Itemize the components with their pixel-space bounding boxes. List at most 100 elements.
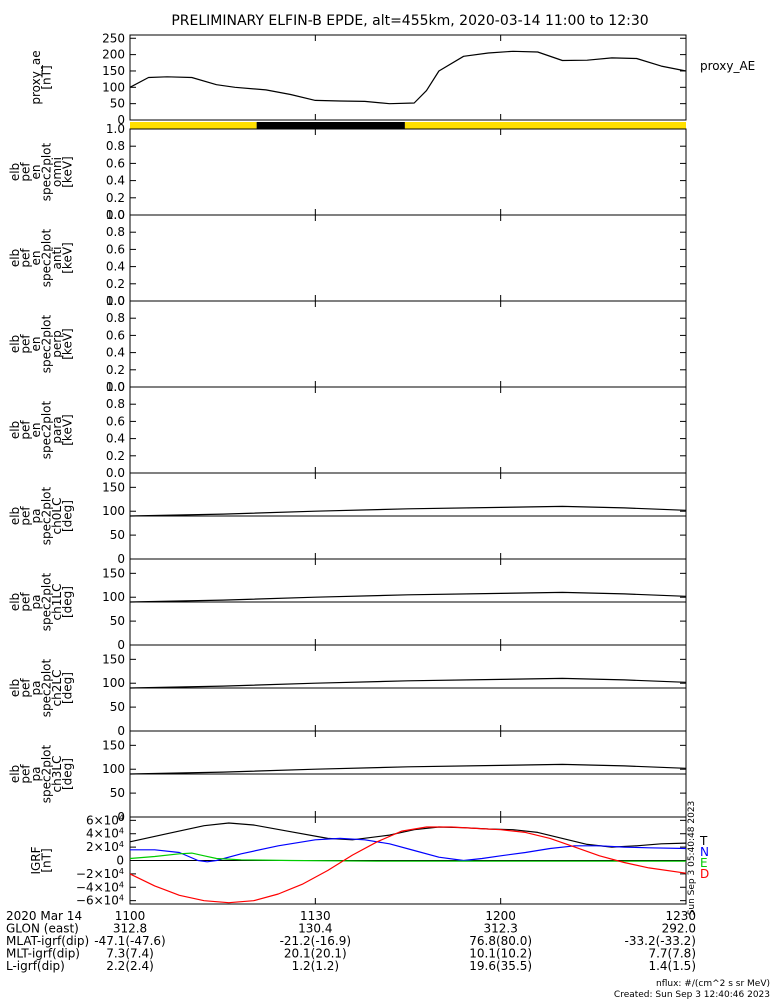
footer-value: 1.2(1.2) bbox=[292, 959, 340, 973]
footer-value: 7.7(7.8) bbox=[648, 947, 696, 961]
y-tick-label: −6×104 bbox=[76, 893, 124, 908]
y-tick-label: 0 bbox=[117, 810, 125, 824]
y-axis-label: pef bbox=[18, 678, 32, 698]
y-axis-label: elb bbox=[8, 679, 22, 697]
panel-data_bar bbox=[130, 122, 686, 129]
y-axis-label: spec2plot bbox=[39, 744, 53, 803]
y-tick-label: 50 bbox=[110, 528, 125, 542]
y-tick-label: 50 bbox=[110, 614, 125, 628]
y-tick-label: −2×104 bbox=[76, 866, 124, 881]
y-axis-label: para bbox=[50, 416, 64, 443]
series-line bbox=[129, 50, 687, 105]
footer-value: 1100 bbox=[115, 909, 146, 923]
y-tick-label: 150 bbox=[102, 652, 125, 666]
data-bar-segment bbox=[130, 122, 257, 129]
y-axis-label: elb bbox=[8, 765, 22, 783]
y-axis-label: elb bbox=[8, 249, 22, 267]
y-axis-label: [keV] bbox=[60, 328, 74, 359]
y-axis-label: proxy_ae bbox=[29, 50, 43, 104]
y-axis-label: ch0LC bbox=[50, 498, 64, 535]
footer-value: -47.1(-47.6) bbox=[94, 934, 165, 948]
y-axis-label: spec2plot bbox=[39, 572, 53, 631]
y-axis-label: en bbox=[29, 251, 43, 266]
y-tick-label: 0.0 bbox=[106, 294, 125, 308]
footer-value: -21.2(-16.9) bbox=[280, 934, 351, 948]
y-axis-label: pef bbox=[18, 420, 32, 440]
y-tick-label: 0.6 bbox=[106, 242, 125, 256]
y-axis-label: pa bbox=[29, 595, 43, 610]
y-axis-label: perp bbox=[50, 330, 64, 358]
y-tick-label: 1.0 bbox=[106, 122, 125, 136]
y-axis-label: pa bbox=[29, 681, 43, 696]
y-tick-label: 0.6 bbox=[106, 156, 125, 170]
y-axis-label: ch3LC bbox=[50, 756, 64, 793]
footer-value: 19.6(35.5) bbox=[469, 959, 532, 973]
y-axis-label: [deg] bbox=[60, 586, 74, 618]
y-tick-label: 0.0 bbox=[106, 208, 125, 222]
y-axis-label: spec2plot bbox=[39, 314, 53, 373]
panel-igrf: 6×1044×1042×1040−2×104−4×104−6×104IGRF[n… bbox=[29, 801, 710, 916]
y-tick-label: 0.8 bbox=[106, 139, 125, 153]
y-tick-label: 100 bbox=[102, 676, 125, 690]
footer-value: 1.4(1.5) bbox=[648, 959, 696, 973]
created-note: Created: Sun Sep 3 12:40:46 2023 bbox=[614, 990, 770, 1000]
y-axis-label: [keV] bbox=[60, 242, 74, 273]
footer-value: 312.8 bbox=[113, 922, 147, 936]
y-tick-label: 6×104 bbox=[86, 813, 124, 828]
y-tick-exponent: 4 bbox=[119, 840, 124, 849]
y-tick-label: 150 bbox=[102, 566, 125, 580]
y-tick-label: 0 bbox=[117, 724, 125, 738]
footer-row-label: MLAT-igrf(dip) bbox=[6, 934, 89, 948]
y-tick-label: −4×104 bbox=[76, 880, 124, 895]
y-tick-mantissa: −4×10 bbox=[76, 880, 119, 894]
y-axis-label: anti bbox=[50, 247, 64, 270]
y-tick-mantissa: 2×10 bbox=[86, 840, 119, 854]
y-tick-label: 0 bbox=[116, 854, 124, 868]
y-axis-label: pef bbox=[18, 162, 32, 182]
y-axis-label: elb bbox=[8, 163, 22, 181]
y-axis-label: pef bbox=[18, 334, 32, 354]
y-tick-exponent: 4 bbox=[119, 893, 124, 902]
y-axis-label: [deg] bbox=[60, 500, 74, 532]
y-axis-label: ch1LC bbox=[50, 584, 64, 621]
y-tick-mantissa: −6×10 bbox=[76, 894, 119, 908]
legend-label: T bbox=[699, 834, 708, 848]
y-axis-label: [deg] bbox=[60, 758, 74, 790]
y-tick-label: 0.2 bbox=[106, 191, 125, 205]
panel-frame bbox=[129, 128, 687, 216]
y-tick-label: 150 bbox=[102, 480, 125, 494]
y-axis-label: spec2plot bbox=[39, 142, 53, 201]
footer-value: -33.2(-33.2) bbox=[625, 934, 696, 948]
y-axis-label: elb bbox=[8, 335, 22, 353]
panel-frame bbox=[129, 300, 687, 388]
legend-label: N bbox=[700, 845, 709, 859]
y-tick-label: 50 bbox=[110, 700, 125, 714]
y-tick-label: 50 bbox=[110, 786, 125, 800]
y-tick-label: 0.2 bbox=[106, 449, 125, 463]
y-axis-label: spec2plot bbox=[39, 658, 53, 717]
y-tick-mantissa: 4×10 bbox=[86, 827, 119, 841]
y-tick-label: 50 bbox=[110, 97, 125, 111]
y-axis-label: ch2LC bbox=[50, 670, 64, 707]
y-axis-label: [nT] bbox=[39, 848, 53, 872]
y-axis-label: [nT] bbox=[39, 65, 53, 89]
footer-row-label: 2020 Mar 14 bbox=[6, 909, 82, 923]
y-tick-label: 0.8 bbox=[106, 225, 125, 239]
footer-value: 130.4 bbox=[298, 922, 332, 936]
series-line bbox=[129, 591, 687, 603]
y-tick-label: 100 bbox=[102, 504, 125, 518]
y-tick-label: 0.0 bbox=[106, 380, 125, 394]
panel-frame bbox=[129, 386, 687, 474]
nflux-note: nflux: #/(cm^2 s sr MeV) bbox=[656, 979, 770, 989]
y-tick-mantissa: 0 bbox=[116, 854, 124, 868]
series-line-e bbox=[129, 852, 686, 862]
y-tick-label: 0.4 bbox=[106, 260, 125, 274]
legend-label: proxy_AE bbox=[700, 59, 755, 73]
y-tick-mantissa: −2×10 bbox=[76, 867, 119, 881]
y-tick-label: 0.2 bbox=[106, 277, 125, 291]
y-tick-exponent: 4 bbox=[119, 826, 124, 835]
